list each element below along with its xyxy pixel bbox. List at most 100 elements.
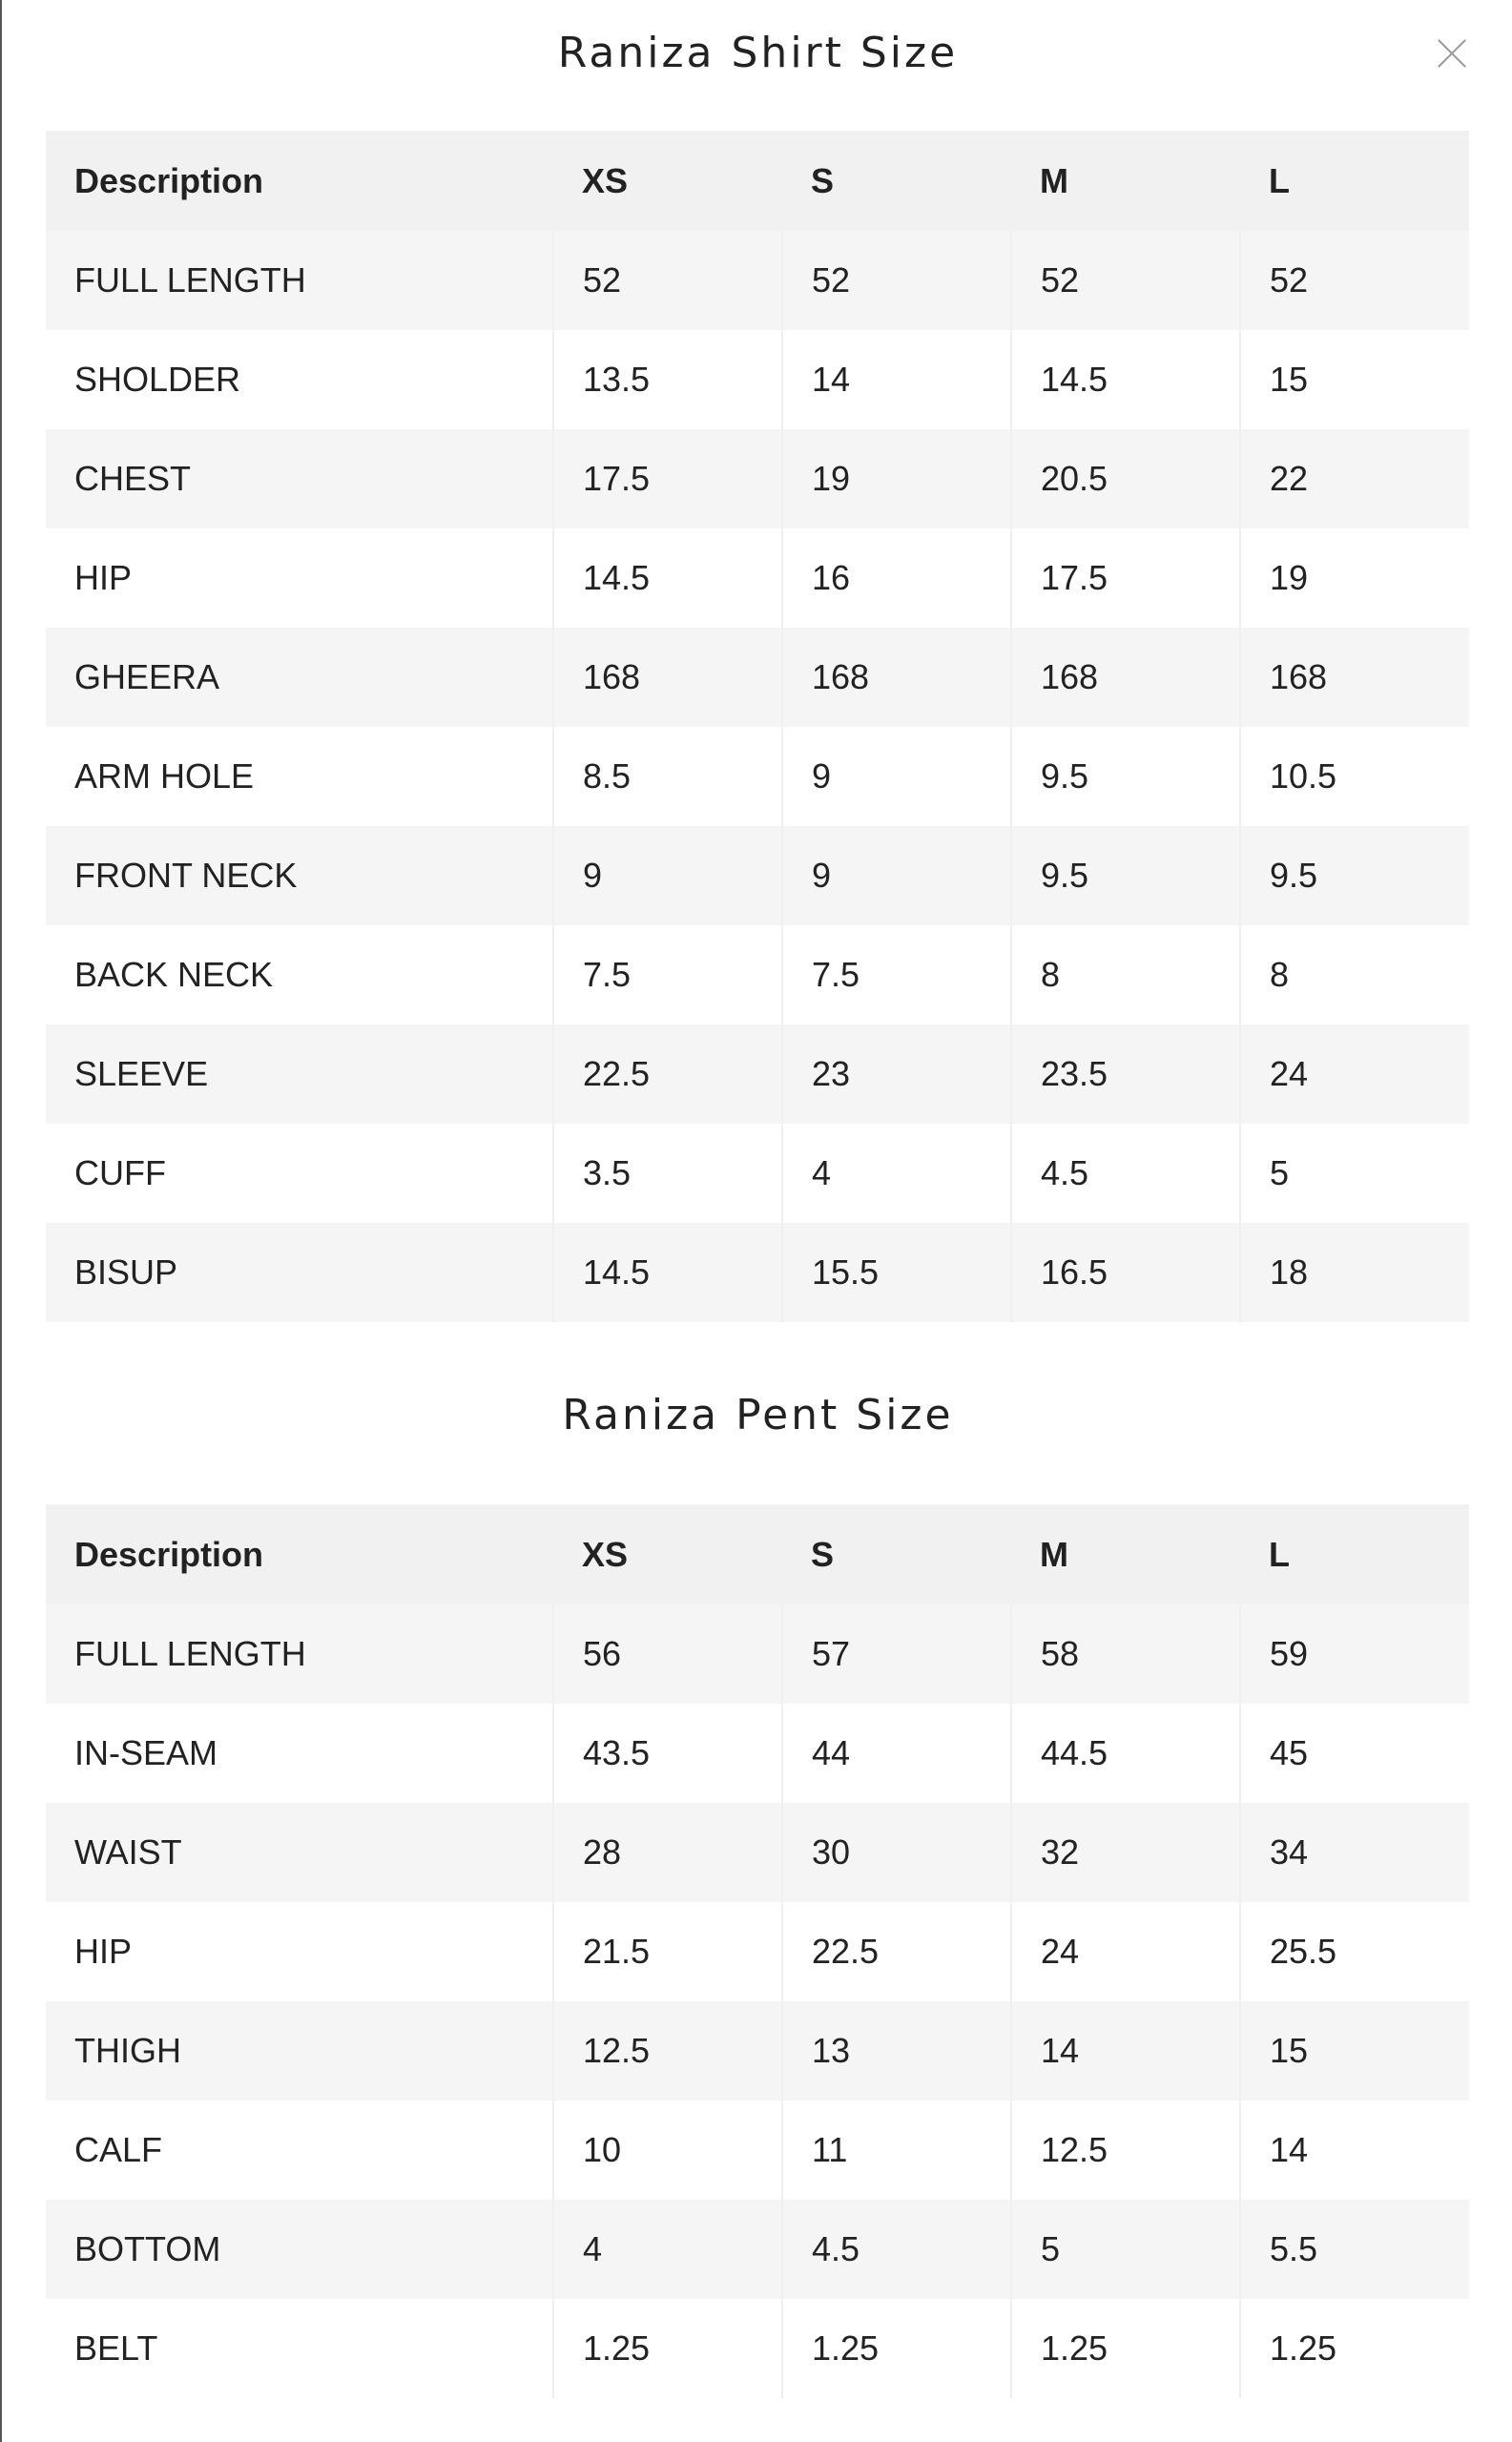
measurement-value: 24	[1240, 1024, 1469, 1124]
measurement-value: 58	[1011, 1604, 1241, 1704]
measurement-name: HIP	[46, 528, 554, 628]
measurement-value: 12.5	[1011, 2101, 1241, 2200]
measurement-value: 15	[1240, 330, 1469, 429]
measurement-value: 30	[782, 1803, 1012, 1902]
measurement-value: 9.5	[1240, 826, 1469, 925]
column-header: S	[782, 131, 1011, 231]
measurement-value: 12.5	[553, 2001, 783, 2101]
table-row: WAIST 28 30 32 34	[46, 1803, 1469, 1902]
table-row: SHOLDER 13.5 14 14.5 15	[46, 330, 1469, 429]
column-header: M	[1011, 1504, 1240, 1604]
measurement-value: 4	[782, 1124, 1012, 1223]
measurement-name: BACK NECK	[46, 925, 554, 1024]
measurement-value: 8.5	[553, 727, 783, 826]
measurement-value: 4.5	[1011, 1124, 1241, 1223]
measurement-value: 1.25	[1240, 2299, 1469, 2398]
measurement-name: SHOLDER	[46, 330, 554, 429]
measurement-value: 25.5	[1240, 1902, 1469, 2001]
table-row: CUFF 3.5 4 4.5 5	[46, 1124, 1469, 1223]
table-row: CHEST 17.5 19 20.5 22	[46, 429, 1469, 528]
measurement-value: 13.5	[553, 330, 783, 429]
column-header: XS	[553, 131, 782, 231]
column-header: M	[1011, 131, 1240, 231]
measurement-value: 1.25	[1011, 2299, 1241, 2398]
measurement-name: WAIST	[46, 1803, 554, 1902]
measurement-value: 14	[1240, 2101, 1469, 2200]
measurement-value: 19	[782, 429, 1012, 528]
measurement-name: CHEST	[46, 429, 554, 528]
measurement-value: 9.5	[1011, 727, 1241, 826]
measurement-value: 168	[553, 628, 783, 727]
measurement-value: 3.5	[553, 1124, 783, 1223]
measurement-name: IN-SEAM	[46, 1704, 554, 1803]
measurement-value: 57	[782, 1604, 1012, 1704]
measurement-value: 22.5	[553, 1024, 783, 1124]
measurement-value: 18	[1240, 1223, 1469, 1322]
table-row: HIP 14.5 16 17.5 19	[46, 528, 1469, 628]
table-row: FULL LENGTH 56 57 58 59	[46, 1604, 1469, 1704]
shirt-size-table: Description XS S M L FULL LENGTH 52 52 52 52 SHOLD…	[46, 131, 1469, 1322]
table-row: BELT 1.25 1.25 1.25 1.25	[46, 2299, 1469, 2398]
measurement-value: 16	[782, 528, 1012, 628]
measurement-value: 1.25	[553, 2299, 783, 2398]
measurement-value: 23	[782, 1024, 1012, 1124]
header-row: Description XS S M L	[46, 1504, 1469, 1604]
column-header: Description	[46, 1504, 553, 1604]
measurement-value: 52	[1240, 231, 1469, 330]
measurement-value: 14	[1011, 2001, 1241, 2101]
measurement-value: 168	[782, 628, 1012, 727]
measurement-value: 22.5	[782, 1902, 1012, 2001]
table-row: ARM HOLE 8.5 9 9.5 10.5	[46, 727, 1469, 826]
measurement-value: 1.25	[782, 2299, 1012, 2398]
measurement-value: 17.5	[1011, 528, 1241, 628]
measurement-name: GHEERA	[46, 628, 554, 727]
measurement-name: CUFF	[46, 1124, 554, 1223]
measurement-value: 5	[1011, 2200, 1241, 2299]
measurement-value: 44	[782, 1704, 1012, 1803]
measurement-value: 4.5	[782, 2200, 1012, 2299]
measurement-value: 5	[1240, 1124, 1469, 1223]
measurement-value: 20.5	[1011, 429, 1241, 528]
measurement-value: 14	[782, 330, 1012, 429]
measurement-value: 52	[553, 231, 783, 330]
measurement-value: 9.5	[1011, 826, 1241, 925]
measurement-value: 11	[782, 2101, 1012, 2200]
table-row: BISUP 14.5 15.5 16.5 18	[46, 1223, 1469, 1322]
measurement-value: 5.5	[1240, 2200, 1469, 2299]
measurement-value: 45	[1240, 1704, 1469, 1803]
measurement-value: 7.5	[782, 925, 1012, 1024]
measurement-value: 168	[1240, 628, 1469, 727]
table-row: SLEEVE 22.5 23 23.5 24	[46, 1024, 1469, 1124]
measurement-value: 17.5	[553, 429, 783, 528]
measurement-name: HIP	[46, 1902, 554, 2001]
measurement-value: 43.5	[553, 1704, 783, 1803]
measurement-value: 9	[553, 826, 783, 925]
table-row: BACK NECK 7.5 7.5 8 8	[46, 925, 1469, 1024]
shirt-size-title: Raniza Shirt Size	[557, 29, 959, 77]
pent-size-table: Description XS S M L FULL LENGTH 56 57 58 59 IN-SE…	[46, 1504, 1469, 2398]
measurement-value: 9	[782, 826, 1012, 925]
column-header: Description	[46, 131, 553, 231]
measurement-name: ARM HOLE	[46, 727, 554, 826]
measurement-name: BOTTOM	[46, 2200, 554, 2299]
measurement-value: 15.5	[782, 1223, 1012, 1322]
table-row: CALF 10 11 12.5 14	[46, 2101, 1469, 2200]
measurement-value: 34	[1240, 1803, 1469, 1902]
measurement-value: 7.5	[553, 925, 783, 1024]
table-row: HIP 21.5 22.5 24 25.5	[46, 1902, 1469, 2001]
table-row: BOTTOM 4 4.5 5 5.5	[46, 2200, 1469, 2299]
measurement-value: 8	[1011, 925, 1241, 1024]
measurement-value: 9	[782, 727, 1012, 826]
measurement-name: BISUP	[46, 1223, 554, 1322]
measurement-value: 8	[1240, 925, 1469, 1024]
measurement-name: FULL LENGTH	[46, 1604, 554, 1704]
measurement-value: 52	[1011, 231, 1241, 330]
column-header: S	[782, 1504, 1011, 1604]
measurement-value: 23.5	[1011, 1024, 1241, 1124]
measurement-name: THIGH	[46, 2001, 554, 2101]
measurement-value: 24	[1011, 1902, 1241, 2001]
measurement-value: 16.5	[1011, 1223, 1241, 1322]
measurement-value: 56	[553, 1604, 783, 1704]
measurement-value: 22	[1240, 429, 1469, 528]
close-icon[interactable]	[1433, 34, 1471, 72]
